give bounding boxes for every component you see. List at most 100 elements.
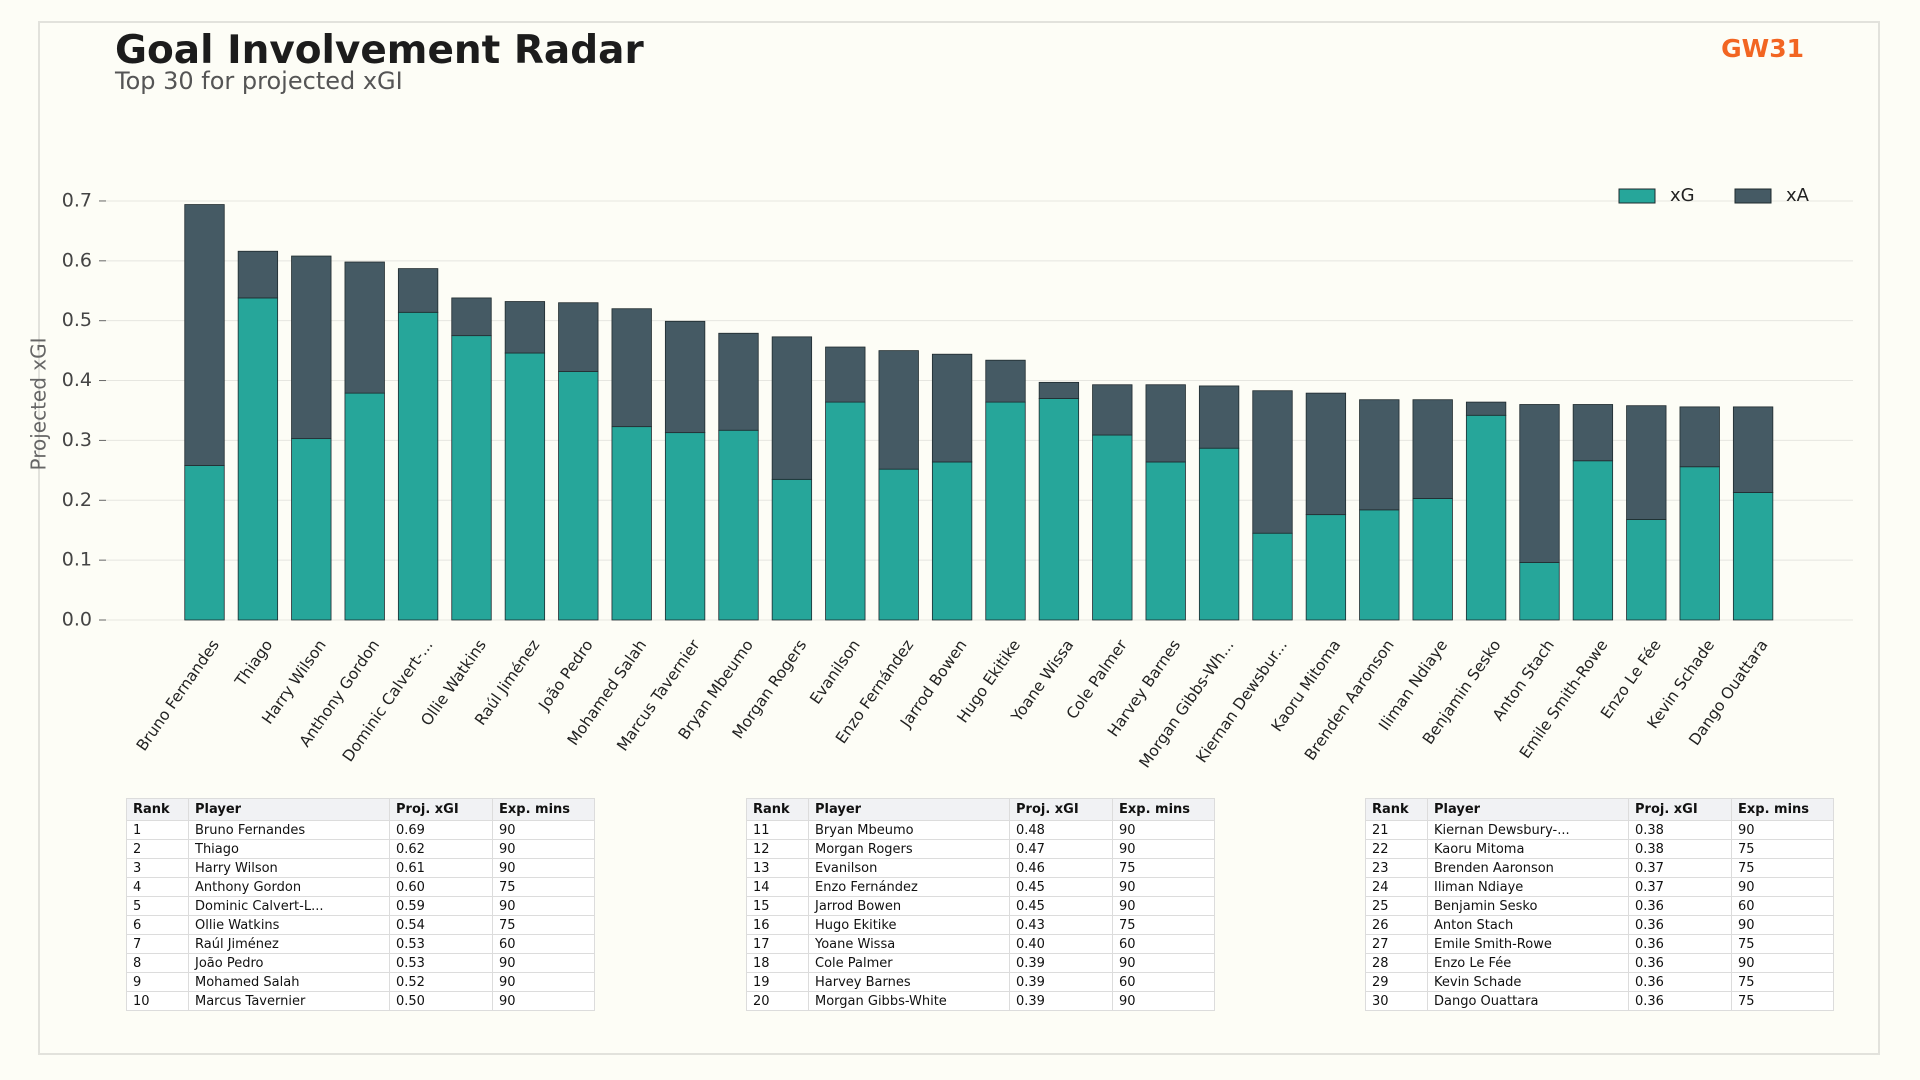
column-header: Rank bbox=[1365, 798, 1428, 821]
table-cell: 4 bbox=[126, 877, 189, 897]
table-cell: Kiernan Dewsbury-... bbox=[1427, 820, 1629, 840]
bar-segment bbox=[771, 478, 813, 621]
bar-segment bbox=[1038, 398, 1080, 621]
table-cell: Enzo Fernández bbox=[808, 877, 1010, 897]
table-cell: Morgan Gibbs-White bbox=[808, 991, 1010, 1011]
bar-segment bbox=[451, 297, 492, 337]
table-cell: 0.36 bbox=[1628, 953, 1732, 973]
table-cell: Benjamin Sesko bbox=[1427, 896, 1629, 916]
bar-segment bbox=[825, 401, 866, 621]
table-cell: 16 bbox=[746, 915, 809, 935]
table-cell: 0.36 bbox=[1628, 972, 1732, 992]
table-cell: Iliman Ndiaye bbox=[1427, 877, 1629, 897]
bar-segment bbox=[1359, 399, 1400, 511]
bar-segment bbox=[664, 432, 706, 621]
table-cell: 0.46 bbox=[1009, 858, 1113, 878]
table-cell: 29 bbox=[1365, 972, 1428, 992]
table-cell: 90 bbox=[492, 953, 595, 973]
bar-segment bbox=[771, 336, 813, 480]
bar-segment bbox=[611, 308, 652, 428]
bar-segment bbox=[184, 465, 225, 621]
table-cell: 0.36 bbox=[1628, 991, 1732, 1011]
bar-segment bbox=[504, 352, 546, 621]
table-cell: 60 bbox=[1112, 972, 1215, 992]
bar-segment bbox=[504, 301, 546, 354]
table-cell: Dango Ouattara bbox=[1427, 991, 1629, 1011]
legend-label: xG bbox=[1670, 185, 1695, 206]
column-header: Proj. xGI bbox=[389, 798, 493, 821]
bar-segment bbox=[931, 353, 973, 463]
table-cell: 90 bbox=[1731, 915, 1834, 935]
table-cell: 0.37 bbox=[1628, 858, 1732, 878]
column-header: Player bbox=[808, 798, 1010, 821]
table-cell: 13 bbox=[746, 858, 809, 878]
table-cell: Mohamed Salah bbox=[188, 972, 390, 992]
table-cell: 30 bbox=[1365, 991, 1428, 1011]
table-cell: 9 bbox=[126, 972, 189, 992]
table-cell: 17 bbox=[746, 934, 809, 954]
table-cell: 90 bbox=[1112, 896, 1215, 916]
y-tick-label: 0.4 bbox=[62, 369, 92, 391]
bar-segment bbox=[397, 268, 439, 313]
column-header: Rank bbox=[126, 798, 189, 821]
table-cell: Kevin Schade bbox=[1427, 972, 1629, 992]
table-cell: 1 bbox=[126, 820, 189, 840]
table-cell: 3 bbox=[126, 858, 189, 878]
table-cell: 0.53 bbox=[389, 953, 493, 973]
column-header: Exp. mins bbox=[1731, 798, 1834, 821]
table-cell: 26 bbox=[1365, 915, 1428, 935]
bar-segment bbox=[878, 468, 919, 621]
bar-segment bbox=[878, 350, 919, 470]
table-cell: 75 bbox=[1731, 839, 1834, 859]
column-header: Player bbox=[188, 798, 390, 821]
title: Goal Involvement Radar bbox=[115, 28, 644, 73]
table-cell: 23 bbox=[1365, 858, 1428, 878]
table-cell: 18 bbox=[746, 953, 809, 973]
table-cell: Ollie Watkins bbox=[188, 915, 390, 935]
bar-segment bbox=[931, 461, 973, 621]
y-tick-label: 0.6 bbox=[62, 249, 92, 271]
bar-segment bbox=[1305, 514, 1347, 621]
y-tick-label: 0.1 bbox=[62, 549, 92, 571]
table-cell: 0.61 bbox=[389, 858, 493, 878]
bar-segment bbox=[1145, 384, 1186, 463]
table-cell: 15 bbox=[746, 896, 809, 916]
bar-segment bbox=[1305, 392, 1347, 516]
bar-segment bbox=[291, 255, 332, 440]
bar-segment bbox=[1679, 466, 1720, 621]
table-cell: 8 bbox=[126, 953, 189, 973]
table-cell: Harry Wilson bbox=[188, 858, 390, 878]
y-tick-label: 0.7 bbox=[62, 189, 92, 211]
table-cell: Harvey Barnes bbox=[808, 972, 1010, 992]
bar-segment bbox=[1572, 460, 1614, 621]
table-cell: João Pedro bbox=[188, 953, 390, 973]
bar-segment bbox=[985, 401, 1026, 621]
table-cell: 12 bbox=[746, 839, 809, 859]
table-cell: 0.52 bbox=[389, 972, 493, 992]
table-cell: Dominic Calvert-L... bbox=[188, 896, 390, 916]
y-tick-label: 0.2 bbox=[62, 489, 92, 511]
frame bbox=[38, 21, 1880, 1055]
table-cell: 90 bbox=[492, 820, 595, 840]
table-cell: Bruno Fernandes bbox=[188, 820, 390, 840]
bar-segment bbox=[344, 261, 385, 394]
y-tick-label: 0.0 bbox=[62, 609, 92, 631]
bar-segment bbox=[397, 311, 439, 621]
table: Rank Player Proj. xGI Exp. mins 1 Bruno Ferna… bbox=[126, 798, 595, 1011]
table-cell: 60 bbox=[1731, 896, 1834, 916]
table-cell: 10 bbox=[126, 991, 189, 1011]
table-cell: 90 bbox=[1731, 877, 1834, 897]
bar-segment bbox=[1038, 381, 1080, 399]
bar-segment bbox=[1519, 562, 1560, 621]
bar-segment bbox=[1412, 498, 1453, 621]
table-cell: 0.53 bbox=[389, 934, 493, 954]
table-cell: 0.39 bbox=[1009, 991, 1113, 1011]
table-cell: 25 bbox=[1365, 896, 1428, 916]
table-cell: 90 bbox=[1112, 877, 1215, 897]
table-cell: Cole Palmer bbox=[808, 953, 1010, 973]
x-tick-label: Bruno Fernandes bbox=[133, 636, 223, 754]
bar-segment bbox=[1732, 406, 1774, 493]
bar-segment bbox=[291, 438, 332, 621]
table-cell: 75 bbox=[1731, 991, 1834, 1011]
